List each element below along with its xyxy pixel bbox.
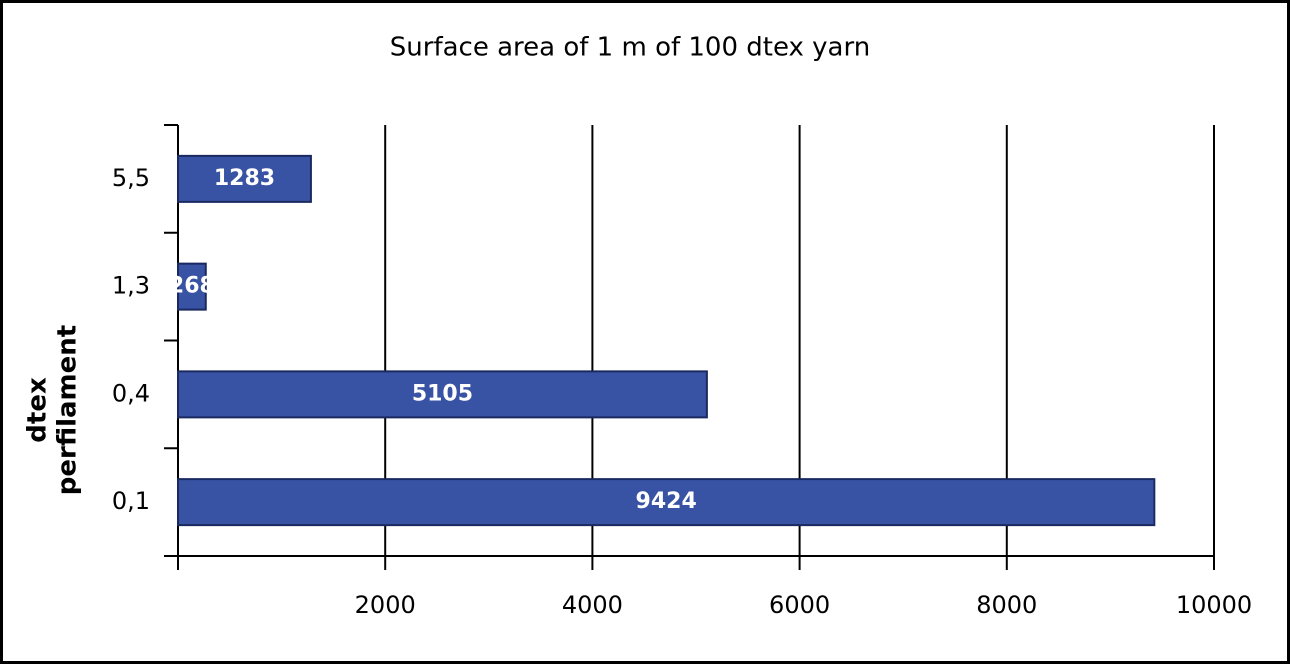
- x-tick-label: 10000: [1176, 591, 1252, 619]
- y-tick-label: 5,5: [112, 164, 150, 192]
- y-tick-label: 1,3: [112, 272, 150, 300]
- bar-value-label: 5105: [412, 381, 473, 406]
- y-axis-title-line: dtex: [23, 377, 53, 443]
- y-tick-label: 0,1: [112, 487, 150, 515]
- y-axis-title: dtex perfilament: [23, 325, 83, 495]
- x-tick-label: 6000: [769, 591, 830, 619]
- bar: [177, 370, 708, 419]
- bar: [177, 478, 1156, 527]
- bar-value-label: 268: [169, 274, 215, 299]
- x-tick-label: 2000: [355, 591, 416, 619]
- y-axis-title-line: perfilament: [53, 325, 83, 495]
- bar-value-label: 9424: [636, 489, 697, 514]
- x-tick-label: 4000: [562, 591, 623, 619]
- bar: [177, 154, 312, 203]
- bar: [177, 262, 207, 311]
- x-tick-label: 8000: [976, 591, 1037, 619]
- bar-value-label: 1283: [214, 166, 275, 191]
- y-tick-label: 0,4: [112, 379, 150, 407]
- chart-title: Surface area of 1 m of 100 dtex yarn: [390, 33, 870, 63]
